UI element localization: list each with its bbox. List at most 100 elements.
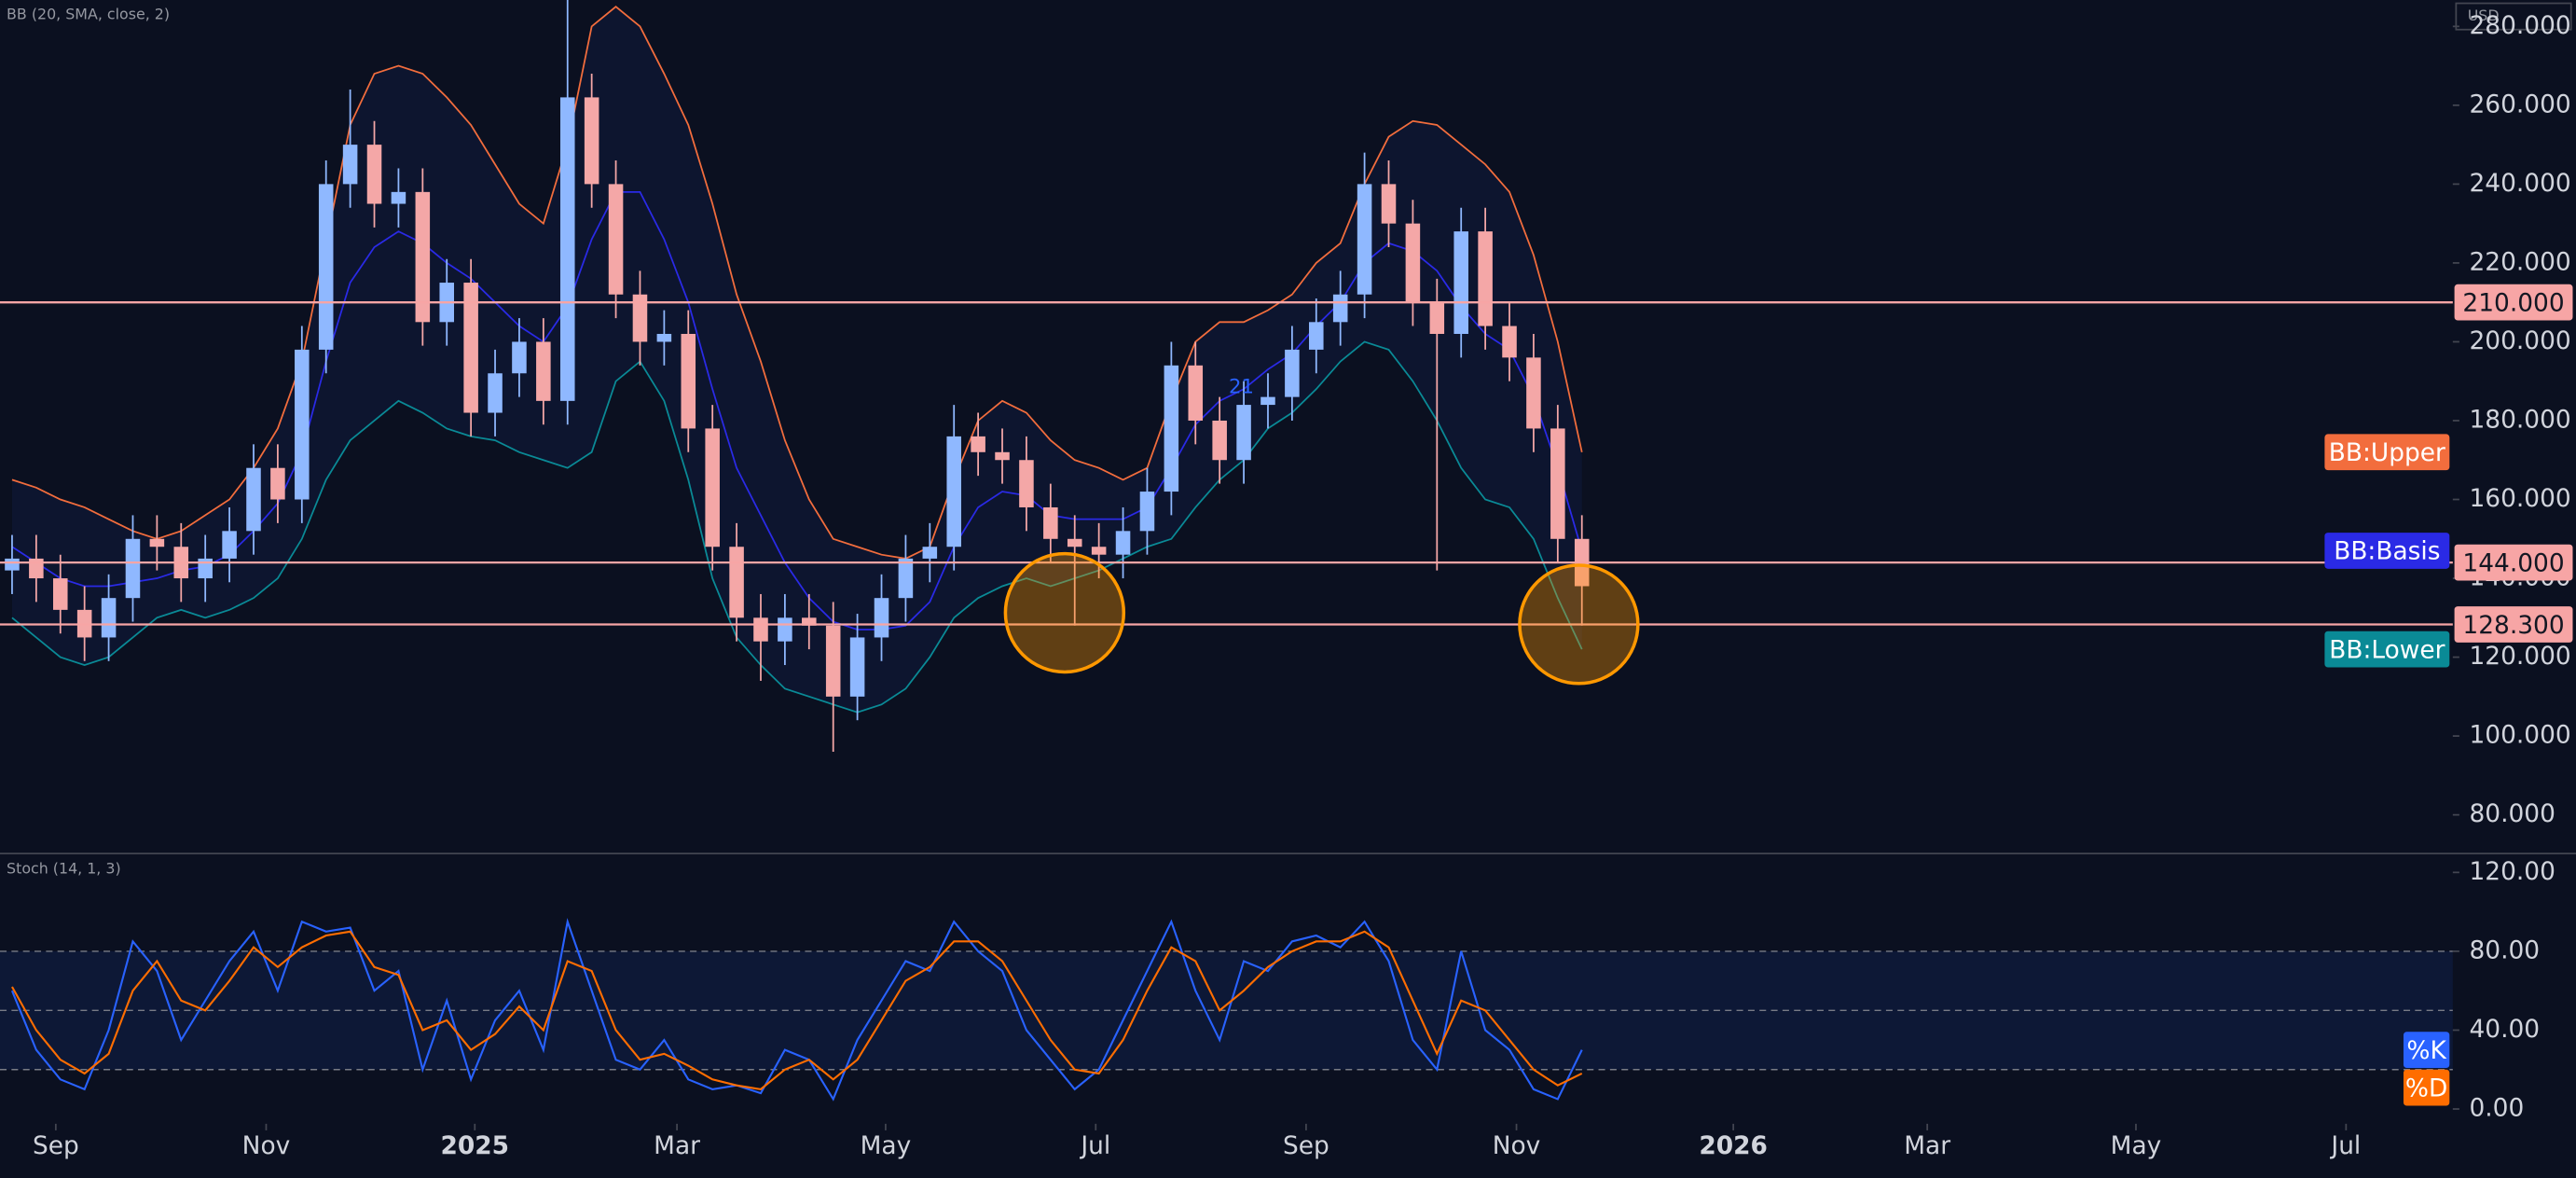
x-tick-label: Mar [654,1131,700,1160]
candle-body [1019,460,1034,507]
band-line [11,190,1583,631]
y-tick-label: 80.000 [2469,799,2555,828]
candle-body [1188,365,1204,421]
candle-body [1453,231,1468,334]
annotation: 21 [1229,375,1254,398]
candle-body [1381,184,1397,224]
series-label: BB:Upper [2329,438,2445,467]
x-tick-label: Jul [1079,1131,1110,1160]
band-fill [11,7,1582,713]
candle-body [898,558,914,599]
candle-body [559,97,575,401]
candle-body [1212,420,1227,461]
candle-body [825,625,841,697]
candle-body [391,191,406,204]
x-tick-label: Mar [1904,1131,1950,1160]
y-tick-label: 40.00 [2469,1015,2540,1044]
level-label: 144.000 [2462,548,2564,577]
y-tick-label: 100.000 [2469,721,2570,750]
candle-body [52,578,68,610]
level-label-box [2454,284,2573,321]
candle-body [1550,428,1565,539]
candle-body [318,184,334,350]
candle-body [1357,184,1372,295]
band-line [11,6,1583,560]
y-tick-label: 160.000 [2469,484,2570,513]
candle-body [922,547,938,559]
candle-body [149,538,165,547]
candle-body [1164,365,1179,492]
candle-body [656,333,672,342]
x-tick-label: 2025 [441,1131,510,1160]
candle-body [270,467,285,500]
candle-body [246,467,261,532]
level-label-box [2454,544,2573,581]
candle-body [608,184,624,295]
stoch-line [10,918,1583,1102]
y-tick-label: 200.000 [2469,326,2570,355]
indicator-title: Stoch (14, 1, 3) [7,859,121,877]
candle-body [971,436,985,452]
level-label-box [2454,606,2573,643]
candle-body [1502,326,1517,358]
candle-body [488,373,503,413]
y-tick-label: 240.000 [2469,169,2570,198]
series-label-box [2403,1069,2450,1106]
y-tick-label: 80.00 [2469,935,2540,964]
x-tick-label: Nov [242,1131,291,1160]
y-tick-label: 180.000 [2469,405,2570,434]
x-tick-label: Jul [2329,1131,2361,1160]
x-tick-label: Nov [1493,1131,1541,1160]
candle-body [512,341,527,374]
candle-body [1091,547,1107,555]
candle-body [1067,538,1082,547]
band-line [11,340,1583,714]
currency-box[interactable] [2455,2,2572,31]
x-tick-label: Sep [33,1131,79,1160]
candle-body [366,145,382,204]
candle-body [415,191,431,323]
candle-body [1139,492,1155,532]
stoch-line [11,930,1583,1090]
candle-body [778,617,792,642]
level-label: 210.000 [2462,288,2564,317]
highlight-circle [1003,551,1126,674]
level-label: 128.300 [2462,611,2564,640]
x-tick-label: May [861,1131,912,1160]
series-label-box [2324,434,2450,471]
y-tick-label: 260.000 [2469,90,2570,118]
y-tick-label: 220.000 [2469,247,2570,276]
candle-body [1405,223,1421,303]
candle-body [463,283,478,413]
series-label-box [2324,631,2450,668]
y-tick-label: 280.000 [2469,11,2570,40]
highlight-circle [1518,563,1640,686]
series-label: %D [2405,1074,2447,1102]
candle-body [1526,357,1541,429]
series-label-box [2324,533,2450,569]
series-label: BB:Lower [2329,635,2445,664]
y-tick-label: 120.00 [2469,857,2555,886]
candle-body [1043,506,1058,539]
x-tick-label: Sep [1283,1131,1329,1160]
candle-body [849,637,865,697]
currency[interactable]: USD [2468,7,2500,24]
candle-body [1260,396,1275,406]
candle-body [101,598,117,638]
candle-body [1478,231,1493,326]
candle-body [753,617,768,642]
series-label: BB:Basis [2334,537,2440,566]
candle-body [995,451,1010,461]
y-tick-label: 120.000 [2469,642,2570,671]
candle-body [729,547,744,618]
candle-body [681,333,696,429]
candle-body [536,341,551,401]
candle-body [342,145,358,185]
candle-body [584,97,599,185]
candle-body [125,538,141,599]
candle-body [946,436,961,547]
candle-body [1309,322,1324,350]
indicator-title: BB (20, SMA, close, 2) [7,5,170,22]
